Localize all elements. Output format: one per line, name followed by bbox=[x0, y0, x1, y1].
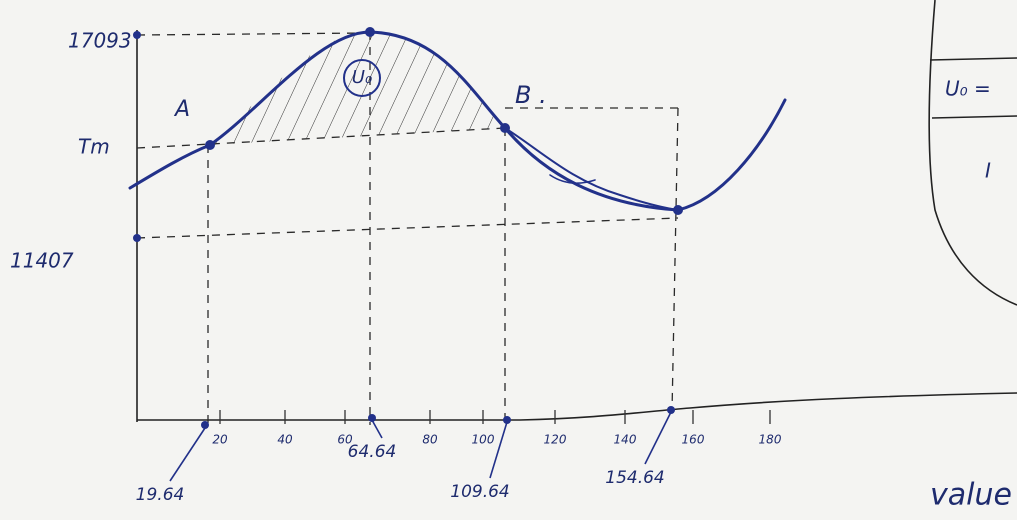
side-formula: U₀ = bbox=[945, 77, 991, 101]
dot bbox=[133, 31, 141, 39]
crossing-label: 64.64 bbox=[348, 442, 397, 462]
x-tick-label: 160 bbox=[682, 433, 705, 447]
crossing-label: 154.64 bbox=[605, 468, 664, 488]
x-tick-label: 120 bbox=[544, 433, 567, 447]
footer-text: value bbox=[930, 478, 1012, 513]
y-label-max: 17093 bbox=[68, 29, 132, 53]
y-label-min: 11407 bbox=[10, 249, 74, 273]
dot bbox=[205, 140, 215, 150]
dot bbox=[673, 205, 683, 215]
x-tick-label: 100 bbox=[472, 433, 495, 447]
x-tick-label: 40 bbox=[277, 433, 293, 447]
y-label-mean: Tm bbox=[78, 135, 110, 159]
dot bbox=[133, 234, 141, 242]
dot bbox=[201, 421, 209, 429]
x-tick-label: 20 bbox=[212, 433, 228, 447]
dot bbox=[500, 123, 510, 133]
x-tick-label: 180 bbox=[759, 433, 782, 447]
point-a: A bbox=[173, 97, 190, 122]
area-label: U₀ bbox=[352, 67, 372, 88]
side-line2: I bbox=[985, 159, 991, 183]
dot bbox=[365, 27, 375, 37]
crossing-label: 109.64 bbox=[450, 482, 509, 502]
paper bbox=[0, 0, 1017, 520]
crossing-label: 19.64 bbox=[136, 485, 185, 505]
x-tick-label: 140 bbox=[614, 433, 637, 447]
point-b: B . bbox=[515, 81, 547, 109]
diagram: 17093 Tm 11407 A B . U₀ 2040608010012014… bbox=[0, 0, 1017, 520]
x-tick-label: 80 bbox=[422, 433, 438, 447]
